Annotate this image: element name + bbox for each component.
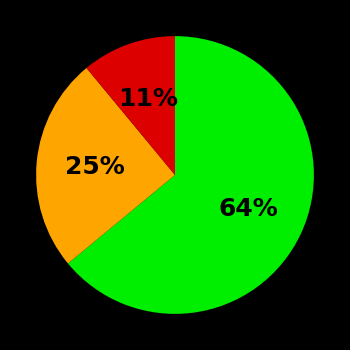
Wedge shape xyxy=(86,36,175,175)
Wedge shape xyxy=(68,36,314,314)
Wedge shape xyxy=(36,68,175,264)
Text: 11%: 11% xyxy=(118,87,178,111)
Text: 25%: 25% xyxy=(65,155,125,180)
Text: 64%: 64% xyxy=(218,197,278,221)
